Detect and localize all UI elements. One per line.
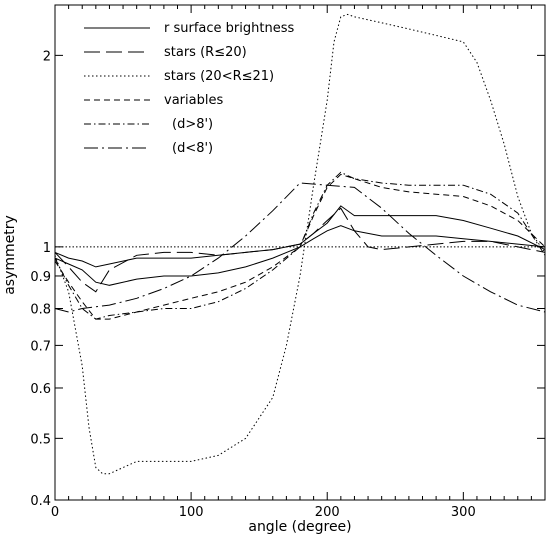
series-line	[54, 207, 546, 293]
y-tick-label: 2	[43, 49, 51, 64]
legend-label: stars (R≤20)	[164, 45, 247, 60]
y-tick-label: 1	[43, 241, 51, 256]
legend-label: variables	[164, 93, 223, 108]
y-tick-label: 0.9	[30, 270, 51, 285]
legend-label: r surface brightness	[164, 21, 294, 36]
series-line	[54, 171, 546, 320]
x-tick-label: 300	[451, 505, 476, 520]
series-layer	[54, 13, 546, 475]
y-tick-label: 0.6	[30, 382, 51, 397]
y-axis-label: asymmetry	[2, 215, 18, 295]
x-tick-label: 200	[315, 505, 340, 520]
legend-label: stars (20<R≤21)	[164, 69, 274, 84]
series-line	[54, 225, 546, 286]
plot-frame	[54, 4, 546, 501]
series-line	[54, 173, 546, 320]
y-tick-label: 0.4	[30, 494, 51, 509]
axis-ticks: 0 100 200 300 0.4 0.5 0.6 0.7 0.8 0.9 1 2	[30, 5, 545, 520]
series-line	[54, 182, 546, 313]
x-tick-label: 100	[179, 505, 204, 520]
legend-label: (d<8')	[172, 141, 213, 156]
legend-label: (d>8')	[172, 117, 213, 132]
y-tick-label: 0.8	[30, 303, 51, 318]
legend: r surface brightness stars (R≤20) stars (2…	[84, 21, 294, 156]
x-axis-label: angle (degree)	[248, 519, 351, 535]
series-line	[54, 13, 546, 475]
y-tick-label: 0.5	[30, 432, 51, 447]
series-line	[54, 205, 546, 268]
y-tick-label: 0.7	[30, 339, 51, 354]
x-tick-label: 0	[51, 505, 59, 520]
